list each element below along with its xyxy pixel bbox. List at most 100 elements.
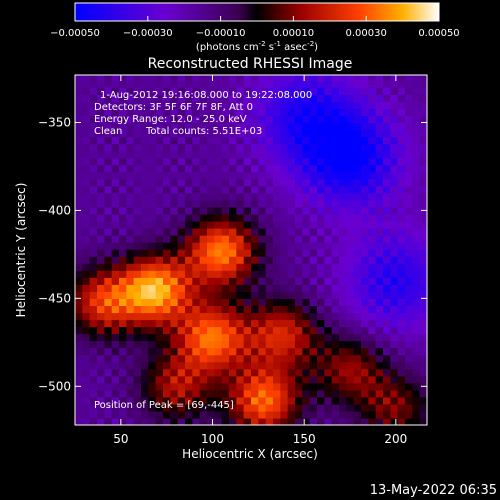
heatmap-cell <box>104 389 113 398</box>
heatmap-cell <box>111 361 120 370</box>
heatmap-cell <box>207 171 215 180</box>
heatmap-cell <box>265 319 274 328</box>
heatmap-cell <box>75 319 83 328</box>
heatmap-cell <box>229 291 237 299</box>
heatmap-cell <box>251 256 259 264</box>
heatmap-cell <box>170 403 179 412</box>
heatmap-cell <box>295 354 303 363</box>
heatmap-cell <box>295 192 303 201</box>
heatmap-cell <box>199 410 208 419</box>
heatmap-cell <box>251 129 259 138</box>
heatmap-cell <box>302 228 311 236</box>
heatmap-cell <box>104 213 113 222</box>
heatmap-cell <box>295 206 303 215</box>
heatmap-cell <box>368 291 377 299</box>
heatmap-cell <box>104 115 113 124</box>
heatmap-cell <box>192 164 201 173</box>
heatmap-cell <box>236 403 245 412</box>
heatmap-cell <box>397 150 406 159</box>
heatmap-cell <box>295 347 303 356</box>
heatmap-cell <box>346 228 355 236</box>
heatmap-cell <box>104 199 113 208</box>
heatmap-cell <box>339 298 347 307</box>
heatmap-cell <box>119 115 127 124</box>
heatmap-cell <box>185 389 193 398</box>
heatmap-cell <box>317 298 325 307</box>
heatmap-cell <box>346 284 355 292</box>
heatmap-cell <box>353 305 362 314</box>
heatmap-cell <box>243 263 252 271</box>
heatmap-cell <box>104 333 113 342</box>
heatmap-cell <box>192 312 201 321</box>
heatmap-cell <box>324 143 333 152</box>
heatmap-cell <box>111 228 120 236</box>
heatmap-cell <box>405 340 413 349</box>
heatmap-cell <box>243 284 252 292</box>
heatmap-cell <box>148 340 157 349</box>
heatmap-cell <box>258 263 267 271</box>
heatmap-cell <box>229 178 237 187</box>
heatmap-cell <box>229 347 237 356</box>
heatmap-cell <box>317 361 325 370</box>
heatmap-cell <box>82 403 91 412</box>
heatmap-cell <box>353 185 362 194</box>
heatmap-cell <box>273 277 281 285</box>
heatmap-cell <box>236 263 245 271</box>
heatmap-cell <box>155 192 164 201</box>
heatmap-cell <box>331 417 340 425</box>
heatmap-cell <box>192 284 201 292</box>
heatmap-cell <box>207 122 215 131</box>
heatmap-cell <box>119 228 127 236</box>
heatmap-cell <box>390 319 399 328</box>
heatmap-cell <box>317 101 325 110</box>
heatmap-cell <box>265 101 274 110</box>
heatmap-cell <box>163 220 171 229</box>
heatmap-cell <box>273 101 281 110</box>
heatmap-cell <box>397 417 406 425</box>
heatmap-cell <box>419 389 427 398</box>
heatmap-cell <box>177 87 186 95</box>
heatmap-cell <box>133 403 142 412</box>
heatmap-cell <box>331 284 340 292</box>
heatmap-cell <box>221 382 230 391</box>
heatmap-cell <box>229 249 237 257</box>
heatmap-cell <box>170 150 179 159</box>
heatmap-cell <box>89 403 98 412</box>
heatmap-cell <box>331 94 340 102</box>
annotation-detectors: Detectors: 3F 5F 6F 7F 8F, Att 0 <box>94 102 253 113</box>
heatmap-cell <box>317 305 325 314</box>
heatmap-cell <box>207 108 215 117</box>
heatmap-cell <box>361 228 369 236</box>
heatmap-cell <box>214 368 223 377</box>
heatmap-cell <box>368 192 377 201</box>
heatmap-cell <box>324 136 333 145</box>
heatmap-cell <box>141 129 149 138</box>
heatmap-cell <box>221 150 230 159</box>
heatmap-cell <box>119 199 127 208</box>
heatmap-cell <box>185 340 193 349</box>
heatmap-cell <box>353 213 362 222</box>
heatmap-cell <box>368 94 377 102</box>
heatmap-cell <box>258 164 267 173</box>
heatmap-cell <box>412 206 421 215</box>
heatmap-cell <box>170 136 179 145</box>
heatmap-cell <box>111 129 120 138</box>
heatmap-cell <box>324 312 333 321</box>
heatmap-cell <box>155 80 164 88</box>
heatmap-cell <box>302 220 311 229</box>
heatmap-cell <box>265 129 274 138</box>
heatmap-cell <box>309 115 318 124</box>
heatmap-cell <box>185 192 193 201</box>
heatmap-cell <box>295 164 303 173</box>
heatmap-cell <box>273 157 281 166</box>
heatmap-cell <box>302 403 311 412</box>
heatmap-cell <box>397 94 406 102</box>
heatmap-cell <box>104 171 113 180</box>
heatmap-cell <box>353 347 362 356</box>
heatmap-cell <box>119 361 127 370</box>
heatmap-cell <box>199 270 208 278</box>
heatmap-cell <box>104 347 113 356</box>
heatmap-cell <box>148 333 157 342</box>
heatmap-cell <box>141 375 149 384</box>
heatmap-cell <box>207 143 215 152</box>
